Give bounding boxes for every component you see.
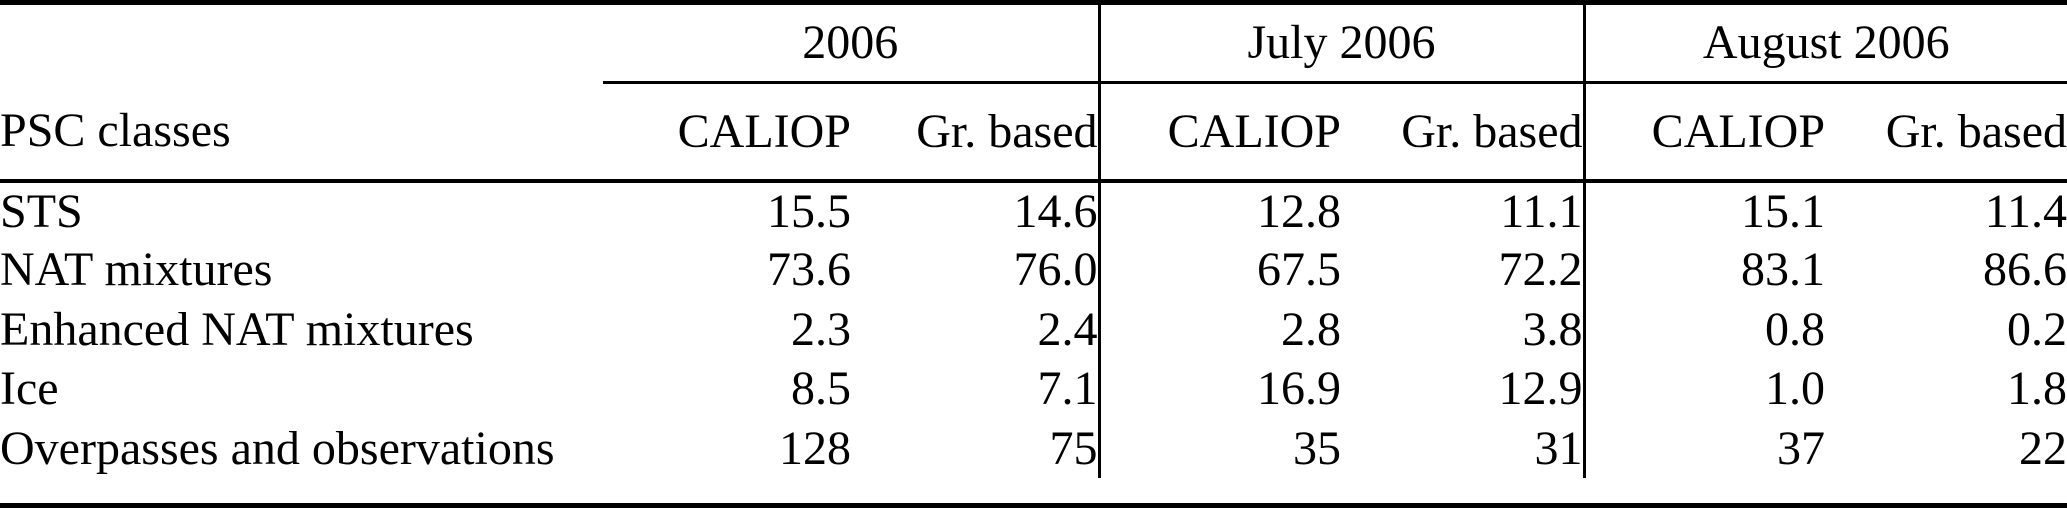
table-row-nat-mixtures: NAT mixtures 73.6 76.0 67.5 72.2 83.1 86… <box>0 240 2067 300</box>
data-cell: 83.1 <box>1582 240 1826 300</box>
data-cell: 12.8 <box>1097 180 1341 241</box>
group-header-august-2006: August 2006 <box>1582 2 2067 84</box>
column-header-grbased-2006: Gr. based <box>851 82 1099 183</box>
data-cell: 72.2 <box>1498 243 1583 297</box>
month-header-row: 2006 July 2006 August 2006 <box>0 2 2067 84</box>
data-cell: 14.6 <box>1013 184 1098 238</box>
data-cell: 3.8 <box>1522 302 1583 356</box>
data-cell: 16.9 <box>1097 358 1341 419</box>
data-cell: 73.6 <box>767 243 851 297</box>
data-cell: 15.5 <box>767 184 851 238</box>
data-cell: 76.0 <box>1013 243 1098 297</box>
column-header-caliop-2006: CALIOP <box>603 82 851 183</box>
data-cell: 8.5 <box>791 362 851 416</box>
data-cell: 37 <box>1582 418 1826 478</box>
data-cell: 31 <box>1534 421 1583 475</box>
data-cell: 67.5 <box>1097 240 1341 300</box>
data-cell: 2.8 <box>1097 299 1341 359</box>
group-header-2006: 2006 <box>603 2 1099 84</box>
bottom-spacer-row <box>0 478 2067 506</box>
group-header-july-2006: July 2006 <box>1097 2 1585 84</box>
data-cell: 86.6 <box>1983 243 2067 297</box>
column-header-caliop-august: CALIOP <box>1582 82 1826 183</box>
table-row-overpasses: Overpasses and observations 128 75 35 31… <box>0 418 2067 478</box>
data-cell: 11.1 <box>1500 184 1583 238</box>
data-cell: 1.0 <box>1582 358 1826 419</box>
data-cell: 15.1 <box>1582 180 1826 241</box>
row-label: Overpasses and observations <box>0 421 555 475</box>
data-cell: 7.1 <box>1037 362 1098 416</box>
data-cell: 0.8 <box>1582 299 1826 359</box>
data-cell: 2.3 <box>791 302 851 356</box>
row-label: Ice <box>0 362 59 416</box>
column-header-grbased-july: Gr. based <box>1341 82 1585 183</box>
corner-cell <box>0 3 603 83</box>
data-cell: 11.4 <box>1984 184 2067 238</box>
data-cell: 1.8 <box>2007 362 2067 416</box>
row-label: STS <box>0 184 83 238</box>
table-row-sts: STS 15.5 14.6 12.8 11.1 15.1 11.4 <box>0 180 2067 241</box>
data-cell: 22 <box>2019 421 2067 475</box>
data-cell: 75 <box>1049 421 1098 475</box>
table-row-enhanced-nat-mixtures: Enhanced NAT mixtures 2.3 2.4 2.8 3.8 0.… <box>0 299 2067 359</box>
column-header-grbased-august: Gr. based <box>1825 82 2067 183</box>
data-cell: 128 <box>779 421 851 475</box>
data-cell: 12.9 <box>1498 362 1583 416</box>
column-header-row: PSC classes CALIOP Gr. based CALIOP Gr. … <box>0 82 2067 183</box>
row-header-label: PSC classes <box>0 82 603 183</box>
data-cell: 35 <box>1097 418 1341 478</box>
table-row-ice: Ice 8.5 7.1 16.9 12.9 1.0 1.8 <box>0 358 2067 419</box>
column-header-caliop-july: CALIOP <box>1097 82 1341 183</box>
data-cell: 2.4 <box>1037 302 1098 356</box>
data-cell: 0.2 <box>2007 302 2067 356</box>
row-label: Enhanced NAT mixtures <box>0 302 474 356</box>
row-label: NAT mixtures <box>0 243 273 297</box>
